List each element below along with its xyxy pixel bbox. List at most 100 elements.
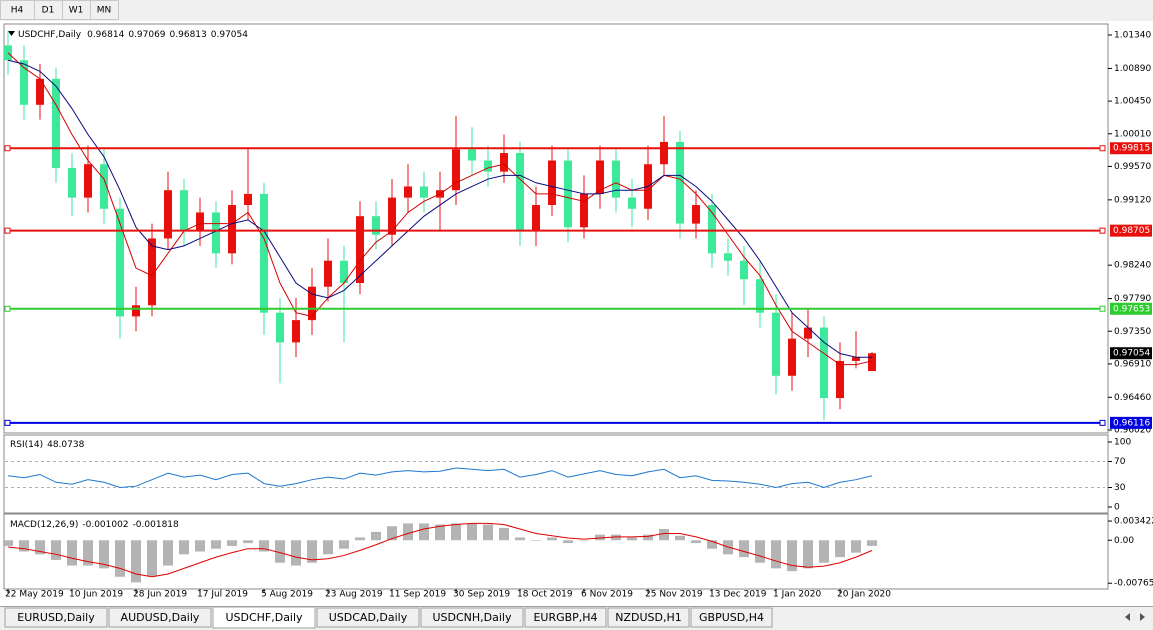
- level-handle[interactable]: [1099, 227, 1106, 234]
- macd-bar: [227, 540, 237, 546]
- rsi-line: [7, 467, 873, 489]
- tab-label[interactable]: NZDUSD,H1: [615, 611, 682, 624]
- candle-body: [692, 205, 700, 224]
- candle-body: [420, 186, 428, 198]
- moving-average: [7, 52, 873, 366]
- macd-bar: [83, 540, 93, 566]
- candle-body: [612, 160, 620, 198]
- macd-bar: [99, 540, 109, 569]
- x-tick-label: 28 Jun 2019: [133, 590, 187, 600]
- panel-menu-icon[interactable]: [8, 31, 15, 36]
- tab-background[interactable]: [316, 607, 420, 628]
- last-close: 0.97054: [211, 30, 248, 40]
- candle-body: [164, 190, 172, 239]
- price-panel-frame: [3, 23, 1109, 434]
- y-tick-label: -0.007651: [1114, 579, 1153, 589]
- candle-body: [756, 279, 764, 313]
- y-tick-label: 1.00010: [1114, 129, 1151, 139]
- macd-bar: [563, 540, 573, 544]
- macd-bar: [403, 523, 413, 541]
- macd-bar: [131, 540, 141, 583]
- tab-label[interactable]: AUDUSD,Daily: [121, 611, 200, 624]
- level-label: 0.97653: [1113, 304, 1150, 314]
- macd-bar: [515, 537, 525, 541]
- symbol-tab[interactable]: GBPUSD,H4: [690, 607, 773, 628]
- candle-body: [276, 312, 284, 343]
- macd-title: MACD(12,26,9): [10, 520, 78, 530]
- tab-label[interactable]: GBPUSD,H4: [699, 611, 764, 624]
- candle-body: [676, 141, 684, 224]
- x-tick-label: 23 Aug 2019: [325, 590, 383, 600]
- x-tick-label: 1 Jan 2020: [773, 590, 821, 600]
- macd-panel-frame: [3, 513, 1109, 590]
- tab-background[interactable]: [524, 607, 607, 628]
- y-tick-label: 0.96020: [1114, 425, 1151, 435]
- symbol-tab[interactable]: AUDUSD,Daily: [108, 607, 212, 628]
- candle-body: [116, 208, 124, 317]
- macd-bar: [211, 540, 221, 549]
- last-low: 0.96813: [170, 30, 207, 40]
- level-handle[interactable]: [4, 305, 11, 312]
- candle-body: [452, 149, 460, 191]
- candle-body: [100, 164, 108, 209]
- symbol-tab[interactable]: EURUSD,Daily: [4, 607, 108, 628]
- x-tick-label: 5 Aug 2019: [261, 590, 313, 600]
- y-tick-label: 0.98240: [1114, 261, 1151, 271]
- candle-body: [772, 312, 780, 376]
- macd-bar: [499, 527, 509, 541]
- macd-bar: [755, 540, 765, 563]
- candle-body: [324, 260, 332, 287]
- symbol-tab[interactable]: NZDUSD,H1: [607, 607, 690, 628]
- symbol-tab[interactable]: EURGBP,H4: [524, 607, 607, 628]
- tab-background[interactable]: [420, 607, 524, 628]
- tab-scroll-arrows[interactable]: [1125, 613, 1145, 621]
- level-handle[interactable]: [1099, 145, 1106, 152]
- level-label-box: [1110, 142, 1152, 155]
- macd-bar: [419, 523, 429, 541]
- candle-body: [260, 193, 268, 313]
- candle-body: [788, 338, 796, 376]
- level-handle[interactable]: [4, 145, 11, 152]
- candle-body: [548, 160, 556, 206]
- x-tick-label: 20 Jan 2020: [837, 590, 891, 600]
- timeframe-button[interactable]: [90, 0, 119, 20]
- macd-bar: [371, 531, 381, 541]
- tab-background[interactable]: [4, 607, 108, 628]
- candle-body: [292, 320, 300, 343]
- y-tick-label: 0.99120: [1114, 195, 1151, 205]
- macd-bar: [771, 540, 781, 569]
- level-handle[interactable]: [4, 419, 11, 426]
- y-tick-label: 0: [1114, 502, 1120, 512]
- macd-bar: [275, 540, 285, 563]
- symbol-tab[interactable]: USDCAD,Daily: [316, 607, 420, 628]
- candle-body: [724, 253, 732, 261]
- candle-body: [148, 238, 156, 306]
- macd-bar: [691, 540, 701, 544]
- x-tick-label: 6 Nov 2019: [581, 590, 633, 600]
- tab-label[interactable]: EURUSD,Daily: [17, 611, 95, 624]
- macd-bar: [307, 540, 317, 563]
- macd-bar: [467, 523, 477, 541]
- tab-label[interactable]: EURGBP,H4: [533, 611, 597, 624]
- tab-background[interactable]: [607, 607, 690, 628]
- macd-bar: [835, 540, 845, 558]
- macd-bar: [547, 537, 557, 541]
- level-handle[interactable]: [1099, 419, 1106, 426]
- macd-header: MACD(12,26,9) -0.001002 -0.001818: [10, 520, 179, 530]
- candle-body: [852, 357, 860, 361]
- level-handle[interactable]: [4, 227, 11, 234]
- y-tick-label: 70: [1114, 457, 1126, 467]
- macd-bar: [707, 540, 717, 549]
- symbol-tab[interactable]: USDCNH,Daily: [420, 607, 524, 628]
- tab-background[interactable]: [108, 607, 212, 628]
- tab-background[interactable]: [212, 606, 316, 629]
- symbol-tab[interactable]: USDCHF,Daily: [212, 606, 316, 629]
- level-handle[interactable]: [1099, 305, 1106, 312]
- tab-label[interactable]: USDCNH,Daily: [432, 611, 512, 624]
- candle-body: [836, 360, 844, 399]
- macd-bar: [51, 540, 61, 560]
- tab-label[interactable]: USDCHF,Daily: [225, 611, 303, 624]
- tab-label[interactable]: USDCAD,Daily: [329, 611, 408, 624]
- y-tick-label: 0.00: [1114, 536, 1134, 546]
- tab-background[interactable]: [690, 607, 773, 628]
